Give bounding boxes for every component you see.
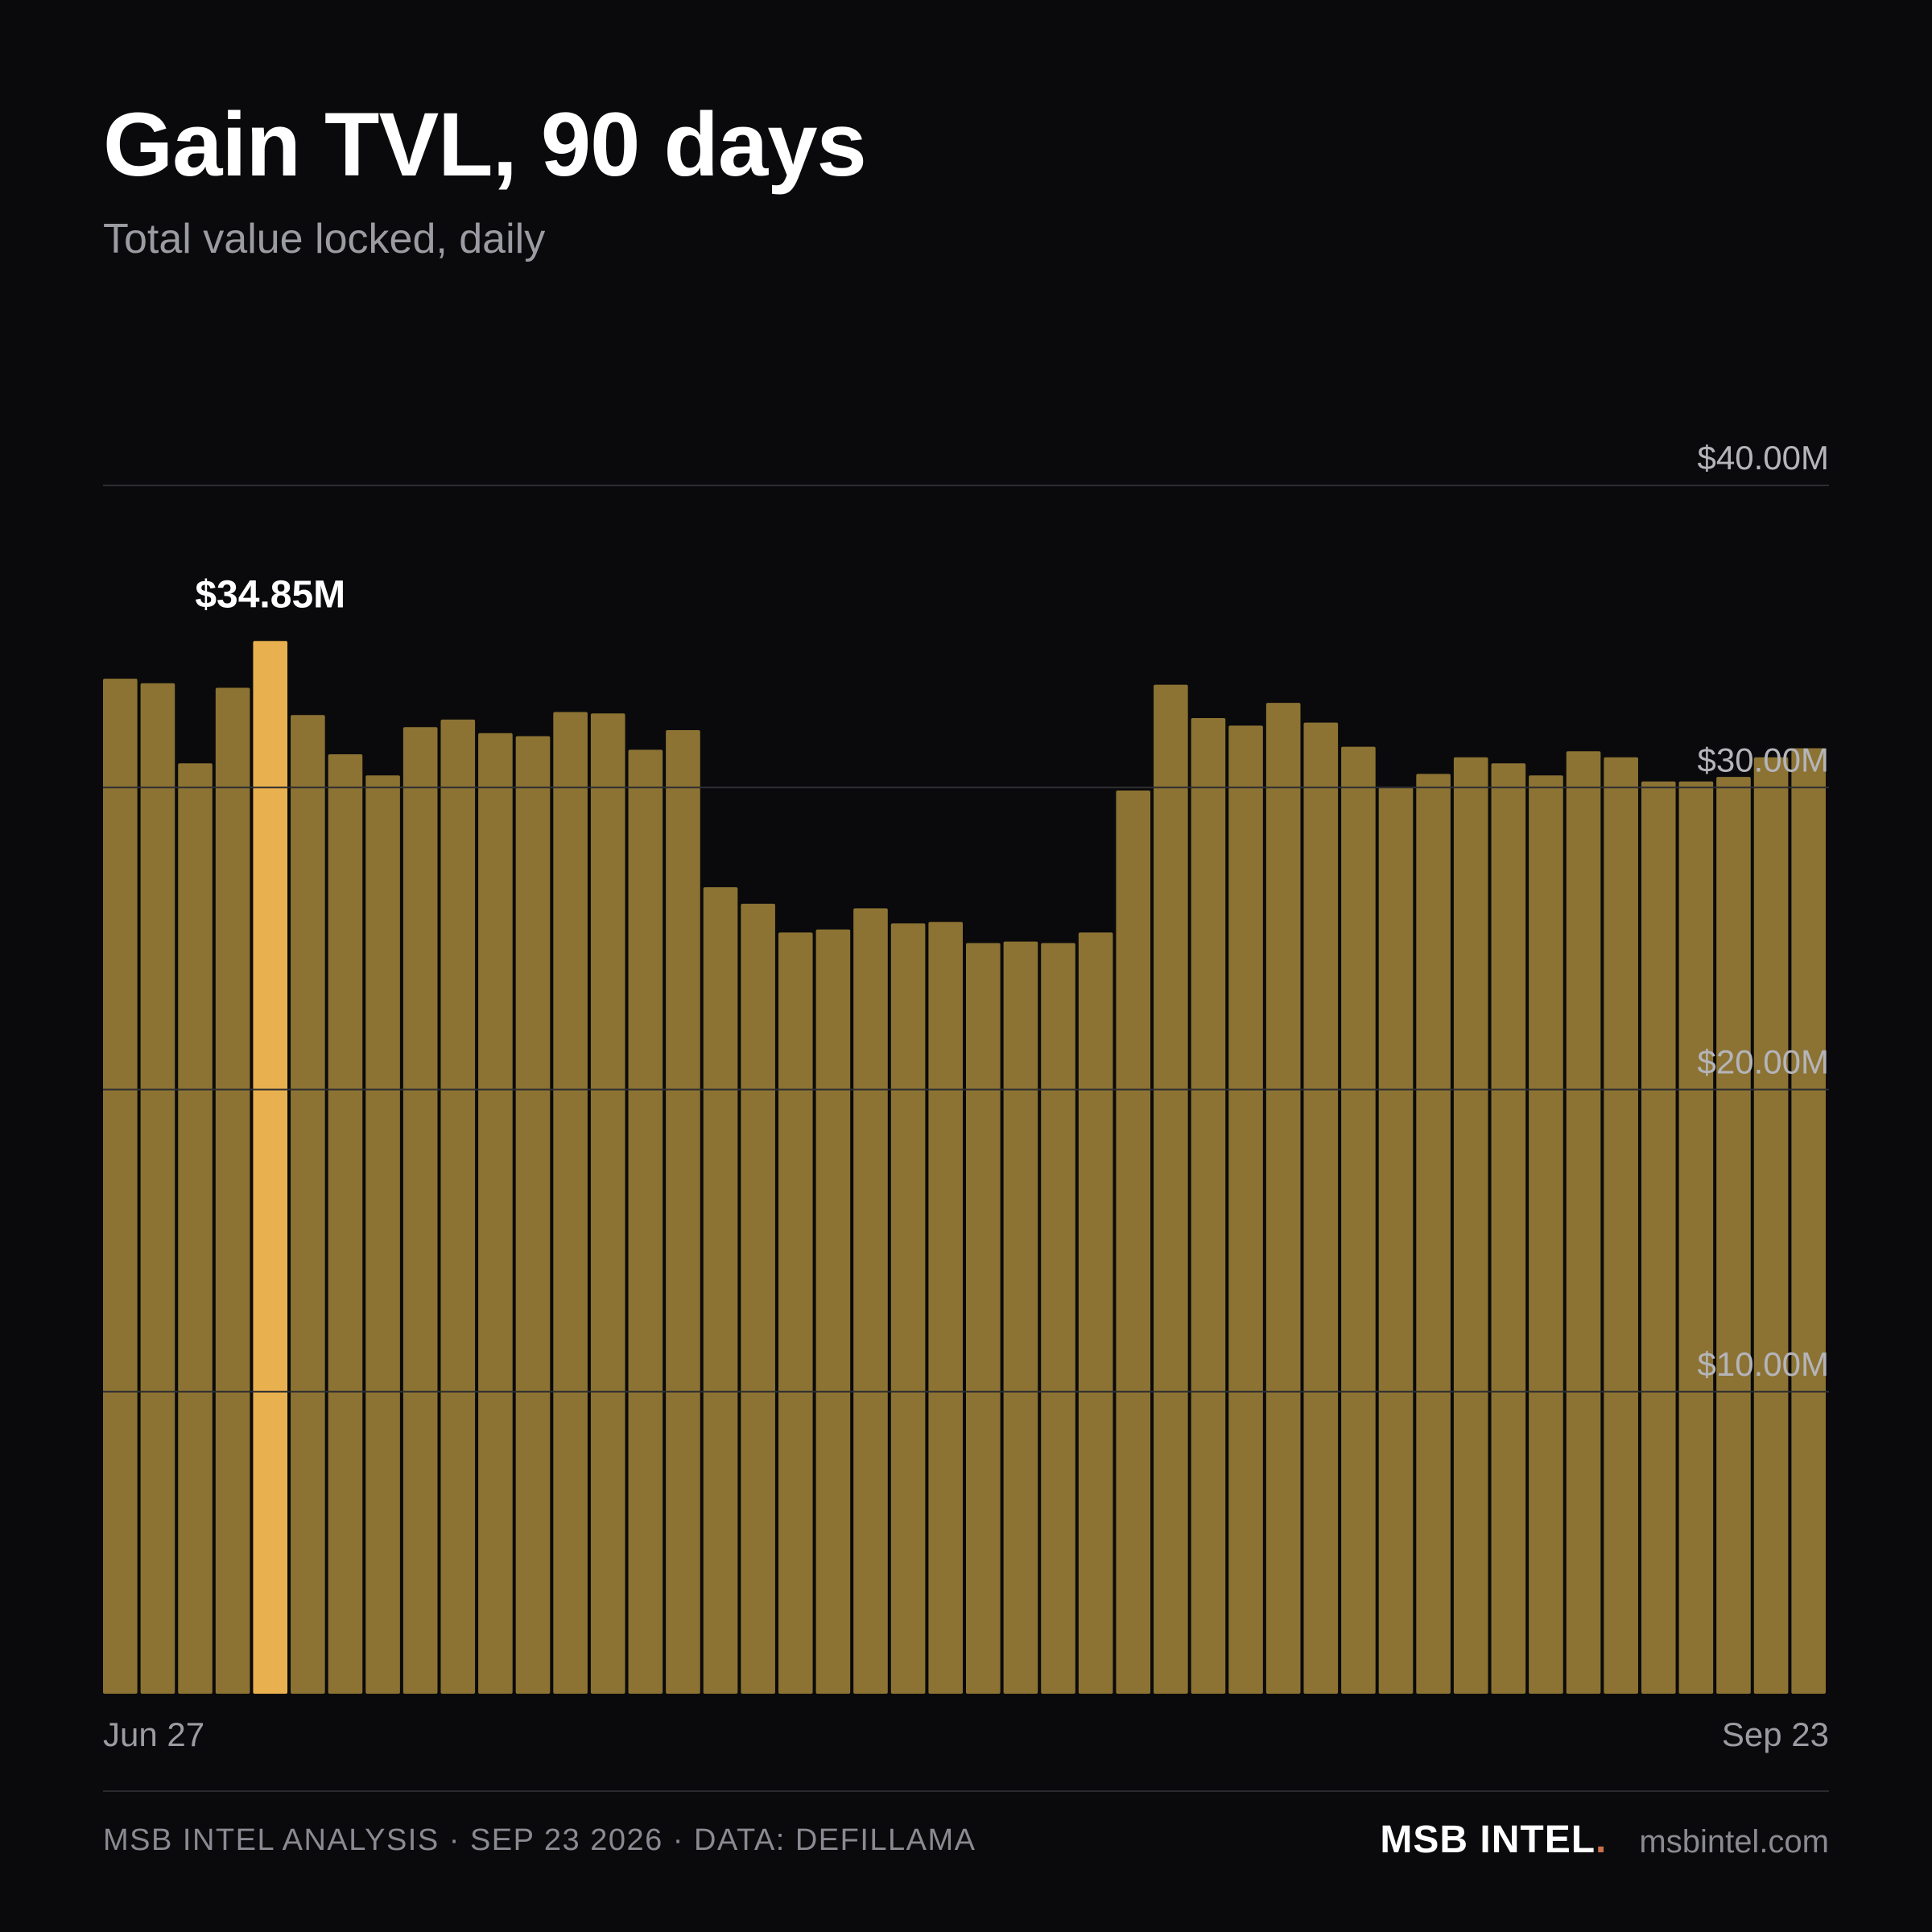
bar[interactable] <box>103 679 138 1695</box>
bar[interactable] <box>1716 777 1751 1694</box>
brand-dot: . <box>1596 1818 1608 1861</box>
bar[interactable] <box>291 715 325 1695</box>
bar[interactable] <box>1753 757 1789 1694</box>
bar[interactable] <box>853 908 888 1694</box>
bar[interactable] <box>365 775 400 1694</box>
bar[interactable] <box>1078 932 1113 1694</box>
bar[interactable] <box>1191 717 1226 1695</box>
bars <box>103 641 1826 1695</box>
bar[interactable] <box>741 903 775 1694</box>
bar[interactable] <box>1154 684 1188 1695</box>
bar[interactable] <box>1041 943 1075 1695</box>
bar[interactable] <box>1566 751 1601 1694</box>
bar[interactable] <box>328 753 363 1694</box>
y-tick-label: $30.00M <box>1698 741 1829 778</box>
bar[interactable] <box>553 712 588 1695</box>
bar[interactable] <box>1678 781 1714 1694</box>
bar[interactable] <box>140 683 175 1694</box>
x-axis-end-label: Sep 23 <box>1722 1715 1829 1753</box>
bar[interactable] <box>778 932 813 1694</box>
bar[interactable] <box>215 687 250 1695</box>
bar[interactable] <box>1453 757 1488 1694</box>
y-tick-label: $10.00M <box>1698 1345 1829 1383</box>
bar[interactable] <box>402 727 438 1695</box>
bar[interactable] <box>703 887 738 1694</box>
footer-brand-block: MSB INTEL. msbintel.com <box>1380 1818 1829 1862</box>
bar[interactable] <box>1265 703 1301 1695</box>
bar[interactable] <box>1491 763 1526 1694</box>
footer-site-link[interactable]: msbintel.com <box>1639 1824 1829 1860</box>
bar[interactable] <box>666 729 700 1695</box>
bar[interactable] <box>1303 722 1339 1694</box>
bar[interactable] <box>1604 757 1638 1694</box>
footer-divider <box>103 1790 1829 1792</box>
y-tick-label: $20.00M <box>1698 1043 1829 1081</box>
bar[interactable] <box>478 733 513 1695</box>
bar-peak[interactable] <box>253 641 288 1694</box>
chart-subtitle: Total value locked, daily <box>103 216 546 262</box>
bar[interactable] <box>1378 787 1414 1694</box>
bar[interactable] <box>178 763 213 1694</box>
bar[interactable] <box>515 736 551 1695</box>
bar[interactable] <box>1341 746 1376 1694</box>
bar[interactable] <box>966 943 1001 1695</box>
brand-logo: MSB INTEL. <box>1380 1818 1607 1862</box>
y-tick-label: $40.00M <box>1698 439 1829 477</box>
bar[interactable] <box>1116 791 1151 1694</box>
y-axis-labels: $10.00M $20.00M $30.00M $40.00M <box>1698 439 1829 1383</box>
bar[interactable] <box>590 713 625 1694</box>
bar[interactable] <box>815 929 851 1694</box>
bar[interactable] <box>1791 748 1826 1694</box>
bar[interactable] <box>1228 725 1263 1694</box>
brand-name: MSB INTEL <box>1380 1818 1596 1861</box>
footer-source: MSB INTEL ANALYSIS · SEP 23 2026 · DATA:… <box>103 1823 976 1857</box>
bar[interactable] <box>628 749 663 1694</box>
chart-title: Gain TVL, 90 days <box>103 94 867 195</box>
x-axis-start-label: Jun 27 <box>103 1715 204 1753</box>
bar[interactable] <box>1529 775 1563 1694</box>
bar[interactable] <box>1641 781 1676 1694</box>
bar[interactable] <box>440 719 476 1694</box>
grid-lines <box>103 485 1829 1393</box>
peak-value-label: $34.85M <box>195 573 345 616</box>
bar[interactable] <box>928 922 963 1694</box>
bar[interactable] <box>1416 774 1451 1694</box>
bar[interactable] <box>890 923 926 1694</box>
bar[interactable] <box>1003 941 1038 1694</box>
